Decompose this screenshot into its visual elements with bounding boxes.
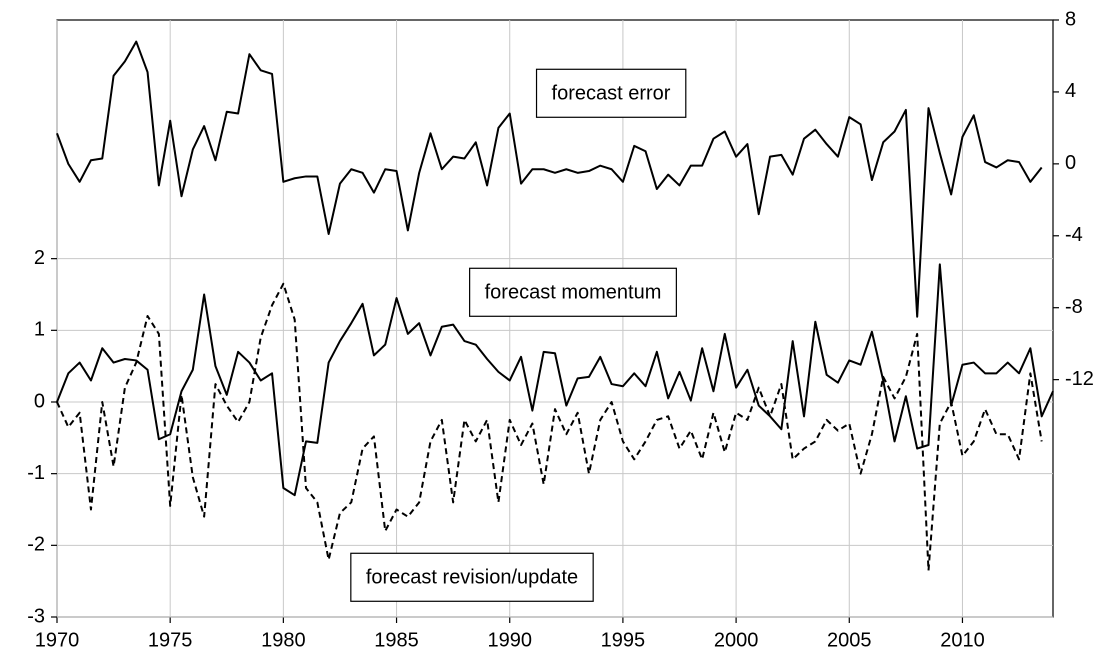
- series-label: forecast error: [552, 82, 671, 104]
- x-tick-label: 1985: [374, 629, 419, 651]
- x-tick-label: 2010: [940, 629, 985, 651]
- y-tick-label: -3: [27, 605, 45, 627]
- x-tick-label: 1995: [601, 629, 646, 651]
- y2-tick-label: 0: [1065, 152, 1076, 174]
- y-tick-label: 2: [34, 247, 45, 269]
- x-tick-label: 2000: [714, 629, 759, 651]
- x-tick-label: 1980: [261, 629, 306, 651]
- y2-tick-label: -12: [1065, 368, 1094, 390]
- x-tick-label: 1975: [148, 629, 193, 651]
- y-tick-label: 1: [34, 319, 45, 341]
- x-tick-label: 2005: [827, 629, 872, 651]
- series-line: [56, 263, 1054, 497]
- x-tick-label: 1970: [35, 629, 80, 651]
- series-label-box: forecast error: [535, 68, 687, 118]
- label-frame: [350, 552, 594, 602]
- y2-tick-label: 8: [1065, 8, 1076, 30]
- series-label-box: forecast momentum: [469, 267, 677, 317]
- y2-tick-label: -8: [1065, 296, 1083, 318]
- y2-tick-label: 4: [1065, 80, 1076, 102]
- y-tick-label: -2: [27, 534, 45, 556]
- x-tick-label: 1990: [487, 629, 532, 651]
- y-tick-label: 0: [34, 390, 45, 412]
- series-line: [56, 282, 1043, 572]
- label-frame: [535, 68, 687, 118]
- series-label: forecast momentum: [485, 281, 662, 303]
- y-tick-label: -1: [27, 462, 45, 484]
- label-frame: [469, 267, 677, 317]
- y2-tick-label: -4: [1065, 224, 1083, 246]
- series-label: forecast revision/update: [366, 566, 578, 588]
- series-line: [56, 40, 1043, 318]
- series-label-box: forecast revision/update: [350, 552, 594, 602]
